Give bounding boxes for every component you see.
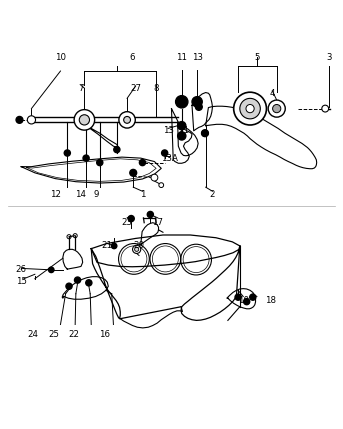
Circle shape (48, 267, 54, 272)
Circle shape (240, 98, 260, 119)
Text: 2: 2 (210, 190, 215, 199)
Circle shape (147, 211, 153, 218)
Circle shape (83, 155, 89, 161)
Circle shape (64, 150, 70, 156)
Text: 3: 3 (326, 53, 331, 62)
Circle shape (162, 150, 168, 156)
Circle shape (235, 294, 241, 300)
Circle shape (66, 283, 72, 289)
Text: 11: 11 (176, 53, 187, 62)
Circle shape (151, 174, 158, 181)
Text: 6: 6 (129, 53, 135, 62)
Circle shape (202, 130, 209, 136)
Text: 12: 12 (50, 190, 61, 199)
Circle shape (27, 116, 36, 124)
Circle shape (134, 247, 139, 251)
Text: 13A: 13A (161, 154, 178, 163)
Circle shape (114, 147, 120, 153)
Text: 15: 15 (16, 277, 27, 286)
Circle shape (132, 245, 141, 254)
Text: 7: 7 (78, 84, 84, 93)
Text: 24: 24 (28, 330, 39, 339)
Circle shape (178, 132, 186, 140)
Text: 10: 10 (55, 53, 66, 62)
Circle shape (130, 169, 137, 176)
Circle shape (74, 110, 95, 130)
Text: 5: 5 (254, 53, 260, 62)
Circle shape (139, 160, 145, 166)
Circle shape (79, 115, 90, 125)
Text: 13: 13 (163, 126, 174, 135)
Text: 4: 4 (270, 89, 275, 98)
Circle shape (273, 105, 281, 113)
Text: 14: 14 (75, 190, 86, 199)
Circle shape (234, 92, 267, 125)
Text: 16: 16 (99, 330, 110, 339)
Circle shape (119, 112, 135, 128)
Text: 26: 26 (16, 266, 27, 274)
Text: 10: 10 (238, 296, 249, 305)
Circle shape (86, 280, 92, 286)
Text: 21: 21 (101, 242, 112, 251)
Text: 13: 13 (192, 53, 203, 62)
Circle shape (16, 116, 23, 123)
Circle shape (322, 105, 329, 112)
Text: 23: 23 (121, 218, 133, 227)
Text: 22: 22 (69, 330, 80, 339)
Circle shape (192, 97, 202, 107)
Text: 8: 8 (153, 84, 159, 93)
Circle shape (202, 130, 208, 136)
Circle shape (124, 116, 130, 123)
Circle shape (268, 100, 285, 117)
Circle shape (250, 294, 256, 300)
Circle shape (178, 121, 186, 130)
Circle shape (74, 277, 81, 283)
Circle shape (111, 243, 117, 249)
Text: 20: 20 (133, 242, 144, 251)
Text: 1: 1 (140, 190, 145, 199)
Text: 11: 11 (178, 126, 189, 135)
Circle shape (244, 299, 250, 305)
Text: 17: 17 (152, 218, 163, 227)
Circle shape (246, 105, 254, 113)
Text: 27: 27 (130, 84, 141, 93)
Text: 25: 25 (48, 330, 59, 339)
Circle shape (128, 215, 134, 222)
Text: 18: 18 (265, 296, 276, 305)
Circle shape (97, 160, 103, 166)
Circle shape (196, 103, 202, 110)
Text: 9: 9 (94, 190, 99, 199)
Circle shape (176, 96, 188, 108)
Circle shape (159, 183, 164, 187)
